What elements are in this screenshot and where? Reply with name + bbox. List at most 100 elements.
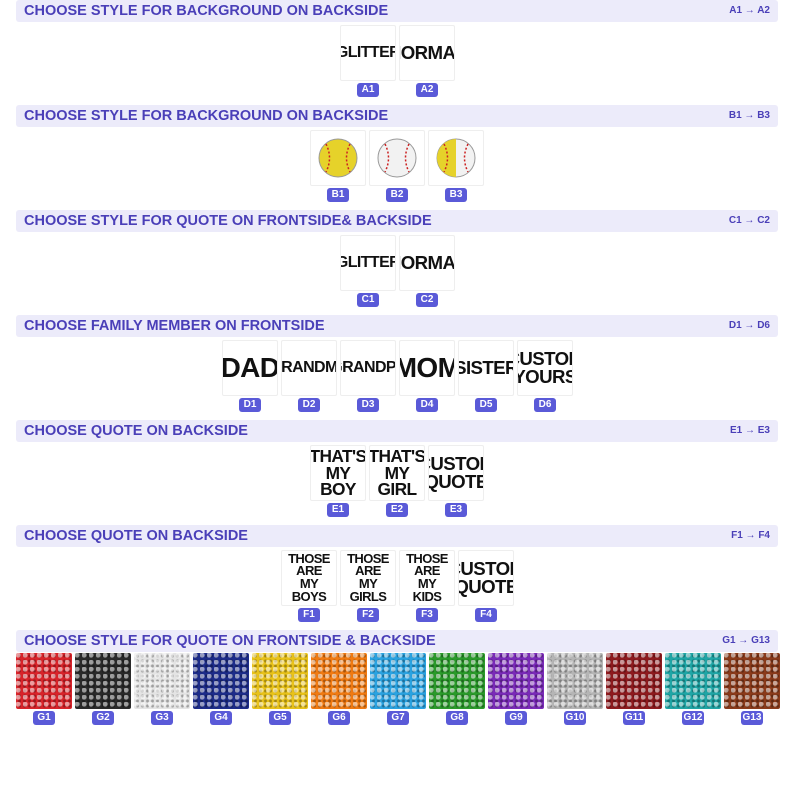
ball-image [318, 138, 358, 178]
section-title: CHOOSE STYLE FOR QUOTE ON FRONTSIDE& BAC… [24, 213, 432, 229]
option-tile[interactable]: THOSE ARE MY KIDS [399, 550, 455, 606]
option-tile[interactable]: MOM [399, 340, 455, 396]
tile-text: GLITTER [341, 254, 395, 272]
ball-image [377, 138, 417, 178]
option-tile[interactable]: NORMAL [399, 25, 455, 81]
section-range: B1 → B3 [728, 110, 770, 121]
tile-text: MY [299, 576, 319, 591]
section-header: CHOOSE FAMILY MEMBER ON FRONTSIDE D1 → D6 [16, 315, 778, 337]
option-code: E1 [327, 503, 349, 517]
option-tile[interactable]: THOSE ARE MY GIRLS [340, 550, 396, 606]
section-range: C1 → C2 [728, 215, 770, 226]
option-code: G8 [446, 711, 468, 725]
option-code: G3 [151, 711, 173, 725]
tile-text: BOYS [291, 588, 327, 604]
option-code: G5 [269, 711, 291, 725]
option-tile[interactable]: THAT'S MY GIRL [369, 445, 425, 501]
option-tile[interactable] [428, 130, 484, 186]
tile-text: MY [384, 462, 410, 483]
option-code: D3 [357, 398, 379, 412]
section-title: CHOOSE STYLE FOR BACKGROUND ON BACKSIDE [24, 108, 389, 124]
tile-text: GLITTER [341, 44, 395, 62]
tile-text: MOM [400, 352, 454, 384]
tile-text: ARE [296, 563, 322, 579]
option-tile[interactable]: SISTER [458, 340, 514, 396]
tile-text: THAT'S [369, 445, 425, 466]
option-code: C2 [416, 293, 438, 307]
section-header: CHOOSE STYLE FOR BACKGROUND ON BACKSIDE B… [16, 105, 778, 127]
glitter-swatch[interactable] [488, 653, 544, 709]
glitter-swatch[interactable] [252, 653, 308, 709]
option-code: D2 [298, 398, 320, 412]
option-code: F4 [475, 608, 497, 622]
option-tile[interactable]: GLITTER [340, 235, 396, 291]
section-header: CHOOSE STYLE FOR QUOTE ON FRONTSIDE & BA… [16, 630, 778, 652]
option-code: G6 [328, 711, 350, 725]
option-code: G2 [92, 711, 114, 725]
option-code: G1 [33, 711, 55, 725]
option-code: D6 [534, 398, 556, 412]
tile-text: CUSTOM [429, 452, 483, 474]
option-tile[interactable]: THOSE ARE MY BOYS [281, 550, 337, 606]
ball-image [436, 138, 476, 178]
option-tile[interactable]: GRANDPA [340, 340, 396, 396]
tile-text: MY [325, 462, 351, 483]
option-code: G10 [564, 711, 586, 725]
glitter-swatch[interactable] [193, 653, 249, 709]
option-code: F1 [298, 608, 320, 622]
glitter-swatch[interactable] [665, 653, 721, 709]
tile-text: THAT'S [310, 445, 366, 466]
glitter-swatch[interactable] [370, 653, 426, 709]
section-range: D1 → D6 [728, 320, 770, 331]
section-title: CHOOSE STYLE FOR BACKGROUND ON BACKSIDE [24, 3, 389, 19]
option-tile[interactable]: GLITTER [340, 25, 396, 81]
section-title: CHOOSE FAMILY MEMBER ON FRONTSIDE [24, 318, 325, 334]
option-code: D1 [239, 398, 261, 412]
option-tile[interactable]: DAD [222, 340, 278, 396]
section-title: CHOOSE QUOTE ON BACKSIDE [24, 423, 248, 439]
tile-text: THOSE [406, 550, 448, 566]
option-code: F2 [357, 608, 379, 622]
option-code: C1 [357, 293, 379, 307]
tile-text: SISTER [459, 356, 513, 378]
tile-text: DAD [222, 352, 278, 384]
option-code: B1 [327, 188, 349, 202]
option-code: A1 [357, 83, 379, 97]
option-code: B2 [386, 188, 408, 202]
section-header: CHOOSE QUOTE ON BACKSIDE E1 → E3 [16, 420, 778, 442]
option-code: G11 [623, 711, 645, 725]
option-tile[interactable]: CUSTOMQUOTE [428, 445, 484, 501]
glitter-swatch[interactable] [16, 653, 72, 709]
tile-text: QUOTE [429, 471, 483, 492]
glitter-swatch[interactable] [724, 653, 780, 709]
section-range: F1 → F4 [731, 530, 770, 541]
option-tile[interactable]: GRANDMA [281, 340, 337, 396]
option-tile[interactable] [369, 130, 425, 186]
glitter-swatch[interactable] [134, 653, 190, 709]
glitter-swatch[interactable] [75, 653, 131, 709]
option-tile[interactable]: NORMAL [399, 235, 455, 291]
option-code: E3 [445, 503, 467, 517]
glitter-swatch[interactable] [547, 653, 603, 709]
section-range: E1 → E3 [729, 425, 770, 436]
option-tile[interactable]: CUSTOMYOURS [517, 340, 573, 396]
glitter-swatch[interactable] [429, 653, 485, 709]
glitter-swatch[interactable] [311, 653, 367, 709]
section-range: G1 → G13 [722, 635, 770, 646]
option-code: F3 [416, 608, 438, 622]
tile-text: GIRL [377, 479, 418, 500]
glitter-swatch[interactable] [606, 653, 662, 709]
option-tile[interactable] [310, 130, 366, 186]
option-code: G12 [682, 711, 704, 725]
section-title: CHOOSE QUOTE ON BACKSIDE [24, 528, 248, 544]
tile-text: THOSE [347, 550, 389, 566]
tile-text: THOSE [288, 550, 330, 566]
option-code: A2 [416, 83, 438, 97]
option-code: G7 [387, 711, 409, 725]
tile-text: BOY [320, 479, 356, 500]
option-code: B3 [445, 188, 467, 202]
option-tile[interactable]: CUSTOMQUOTE [458, 550, 514, 606]
option-tile[interactable]: THAT'S MY BOY [310, 445, 366, 501]
tile-text: NORMAL [400, 41, 455, 63]
